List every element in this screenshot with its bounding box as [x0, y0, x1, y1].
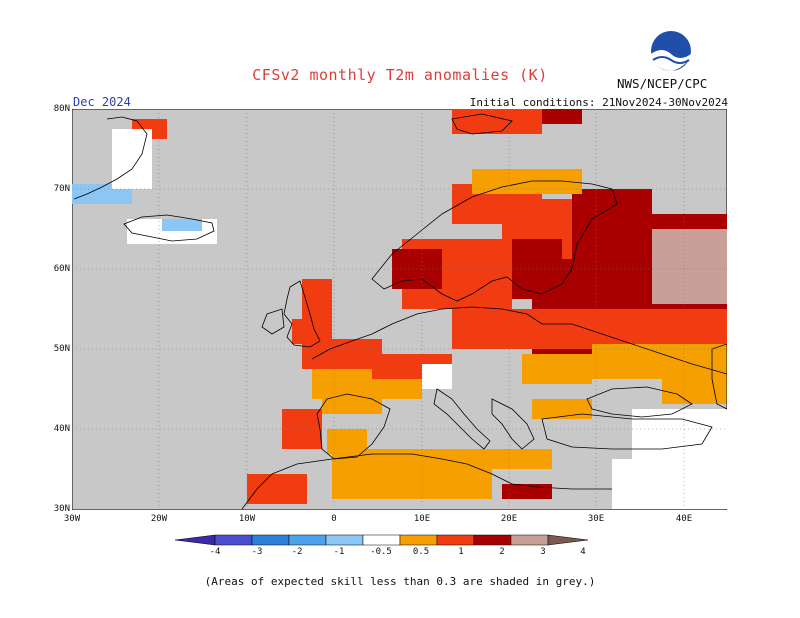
y-tick-label: 30N: [53, 504, 70, 514]
anomaly-cell: [652, 229, 727, 304]
footnote: (Areas of expected skill less than 0.3 a…: [204, 575, 596, 588]
anomaly-cells: [72, 109, 727, 509]
anomaly-cell: [572, 189, 652, 229]
colorbar-label: -1: [333, 547, 345, 557]
initial-conditions: Initial conditions: 21Nov2024-30Nov2024: [469, 96, 728, 109]
anomaly-cell: [542, 109, 582, 124]
colorbar-segment: [251, 534, 290, 546]
y-tick-label: 50N: [53, 344, 70, 354]
x-tick-label: 30E: [587, 514, 605, 524]
anomaly-cell: [612, 459, 727, 509]
colorbar-label: -3: [251, 547, 263, 557]
y-tick-label: 70N: [53, 184, 70, 194]
colorbar-label: 3: [540, 547, 546, 557]
colorbar-segment: [288, 534, 327, 546]
colorbar-arrow-right: [547, 534, 589, 546]
anomaly-cell: [332, 449, 492, 499]
colorbar-segment: [473, 534, 512, 546]
anomaly-cell: [162, 219, 202, 231]
colorbar-label: 1: [458, 547, 464, 557]
noaa-logo-icon: [651, 31, 691, 71]
anomaly-cell: [452, 109, 542, 134]
colorbar-segment: [325, 534, 364, 546]
anomaly-cell: [422, 364, 452, 389]
x-tick-label: 20W: [150, 514, 168, 524]
colorbar-segments: [175, 534, 589, 546]
y-tick-label: 80N: [53, 104, 70, 114]
anomaly-cell: [522, 354, 592, 384]
colorbar-segment: [399, 534, 438, 546]
colorbar-label: 0.5: [412, 547, 430, 557]
colorbar-segment: [436, 534, 475, 546]
x-tick-label: 40E: [675, 514, 693, 524]
colorbar-label: -4: [209, 547, 221, 557]
anomaly-cell: [452, 309, 612, 349]
colorbar-label: 2: [499, 547, 505, 557]
grid-lines: [72, 109, 727, 510]
x-tick-label: 20E: [500, 514, 518, 524]
agency-label: NWS/NCEP/CPC: [617, 76, 708, 91]
coastlines: [73, 113, 727, 510]
anomaly-cell: [247, 474, 307, 504]
y-tick-label: 40N: [53, 424, 70, 434]
anomaly-cell: [112, 129, 152, 189]
anomaly-cell: [492, 449, 552, 469]
anomaly-cell: [662, 369, 727, 404]
map-title: CFSv2 monthly T2m anomalies (K): [252, 66, 548, 84]
colorbar-label: 4: [580, 547, 586, 557]
x-tick-label: 0: [331, 514, 337, 524]
colorbar: [175, 534, 589, 546]
anomaly-cell: [502, 484, 552, 499]
colorbar-label: -2: [291, 547, 303, 557]
anomaly-cell: [532, 399, 592, 419]
x-tick-label: 10W: [238, 514, 256, 524]
colorbar-segment: [362, 534, 401, 546]
x-tick-label: 30W: [63, 514, 81, 524]
x-tick-label: 10E: [413, 514, 431, 524]
colorbar-label: -0.5: [370, 547, 392, 557]
colorbar-segment: [214, 534, 253, 546]
y-tick-label: 60N: [53, 264, 70, 274]
colorbar-arrow-left: [175, 534, 216, 546]
anomaly-cell: [292, 319, 332, 344]
anomaly-cell: [322, 394, 382, 414]
anomaly-cell: [302, 279, 332, 319]
forecast-month: Dec 2024: [73, 95, 131, 109]
colorbar-segment: [510, 534, 549, 546]
anomaly-map: [72, 109, 727, 510]
